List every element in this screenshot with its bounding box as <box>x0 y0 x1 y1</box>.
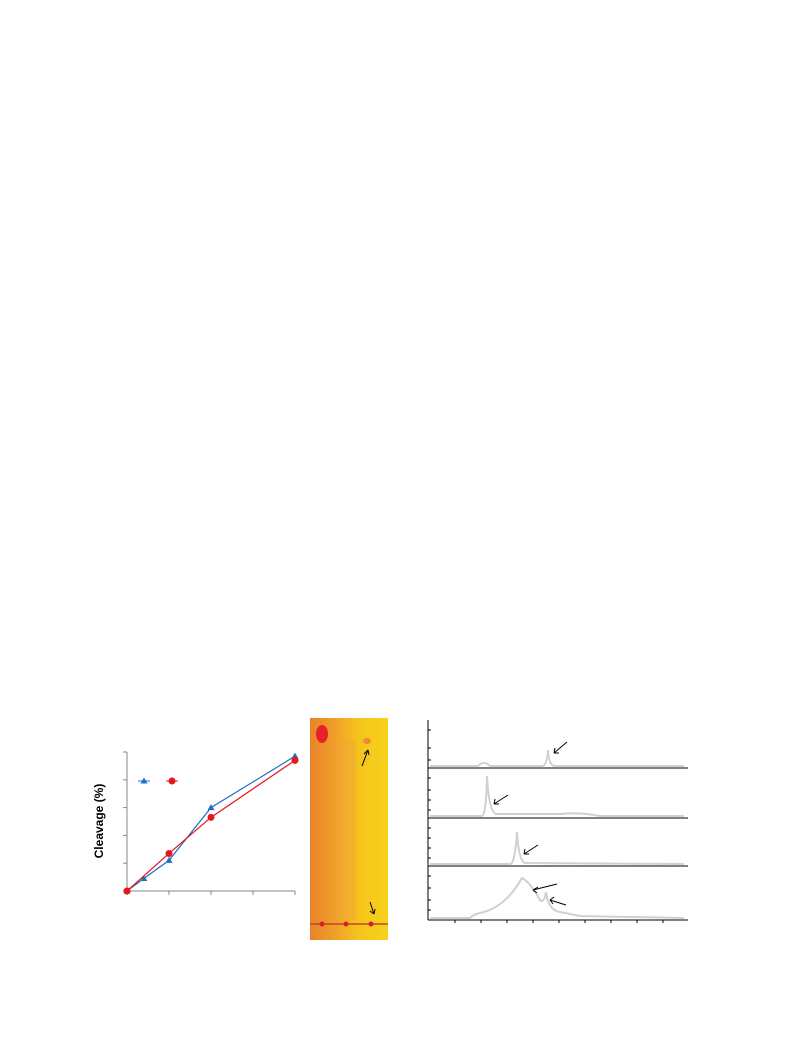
lane-smear <box>336 740 356 920</box>
circle-marker <box>123 887 131 895</box>
ticks <box>428 729 664 923</box>
spot <box>316 725 328 743</box>
tlc-plate <box>310 718 388 940</box>
legend-marker <box>168 777 176 785</box>
triangle-marker <box>291 752 299 759</box>
series-line <box>126 759 296 892</box>
circle-marker <box>207 813 215 821</box>
trace <box>430 876 685 919</box>
trace <box>430 775 684 817</box>
y-axis-label: Cleavage (%) <box>92 784 106 859</box>
arrow <box>523 844 539 855</box>
legend-marker <box>140 777 148 784</box>
triangle-marker <box>140 874 148 881</box>
arrow <box>532 883 558 894</box>
arrow <box>493 794 509 805</box>
arrow <box>369 901 375 915</box>
chromatograms <box>427 720 688 923</box>
triangle-marker <box>207 804 215 811</box>
series-line <box>126 755 296 892</box>
triangle-marker <box>165 856 173 863</box>
spot <box>343 921 349 927</box>
arrow-head <box>369 908 376 915</box>
circle-marker <box>165 849 173 857</box>
arrow <box>361 749 369 767</box>
line-chart <box>123 751 299 895</box>
spot <box>368 921 374 927</box>
spot <box>363 738 371 744</box>
trace <box>430 749 684 767</box>
arrow-head <box>363 749 370 756</box>
arrow <box>553 741 568 754</box>
circle-marker <box>291 756 299 764</box>
trace <box>430 831 685 865</box>
arrow <box>549 896 567 906</box>
spot <box>319 921 325 927</box>
